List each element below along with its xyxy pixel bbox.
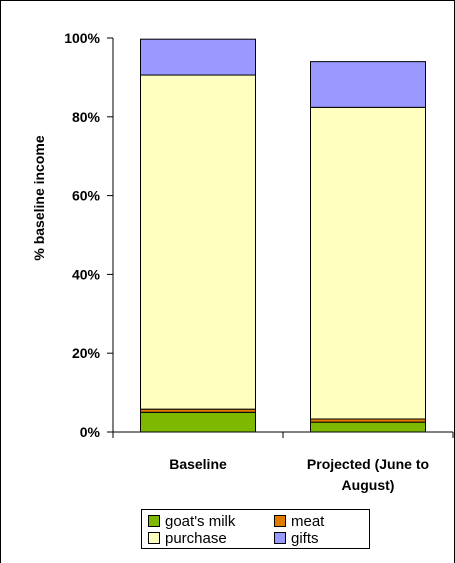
bar-goat-s-milk-projected-june-to-august (310, 421, 426, 433)
bar-purchase-baseline (140, 74, 256, 410)
bar-gifts-baseline (140, 38, 256, 76)
bar-gifts-projected-june-to-august (310, 61, 426, 108)
x-category-label: Baseline (169, 456, 227, 472)
legend-label: meat (291, 512, 325, 530)
frame-left-border (0, 0, 1, 563)
y-tick-label: 0% (80, 424, 101, 440)
plot-area: 0% 20% 40% 60% 80% 100% Baseline Projected (Jun… (64, 30, 454, 493)
legend-swatch (274, 532, 286, 544)
x-category-label: Projected (June to (307, 456, 429, 472)
frame-top-border (0, 0, 455, 1)
legend-item-gifts: gifts (274, 529, 319, 547)
legend-item-goat-s-milk: goat's milk (148, 512, 236, 530)
y-tick-label: 40% (72, 266, 101, 282)
legend-swatch (274, 515, 286, 527)
legend-item-purchase: purchase (148, 529, 227, 547)
x-category-label: August) (342, 477, 395, 493)
legend: goat's milk meat purchase gifts (141, 509, 370, 549)
y-axis-title: % baseline income (31, 135, 47, 260)
legend-label: gifts (291, 529, 319, 547)
y-tick-label: 80% (72, 109, 101, 125)
legend-swatch (148, 532, 160, 544)
y-tick-label: 60% (72, 188, 101, 204)
y-tick-label: 20% (72, 345, 101, 361)
legend-label: purchase (165, 529, 227, 547)
legend-swatch (148, 515, 160, 527)
bar-purchase-projected-june-to-august (310, 106, 426, 420)
y-tick-label: 100% (64, 30, 100, 46)
legend-label: goat's milk (165, 512, 236, 530)
legend-item-meat: meat (274, 512, 325, 530)
bar-goat-s-milk-baseline (140, 411, 256, 433)
